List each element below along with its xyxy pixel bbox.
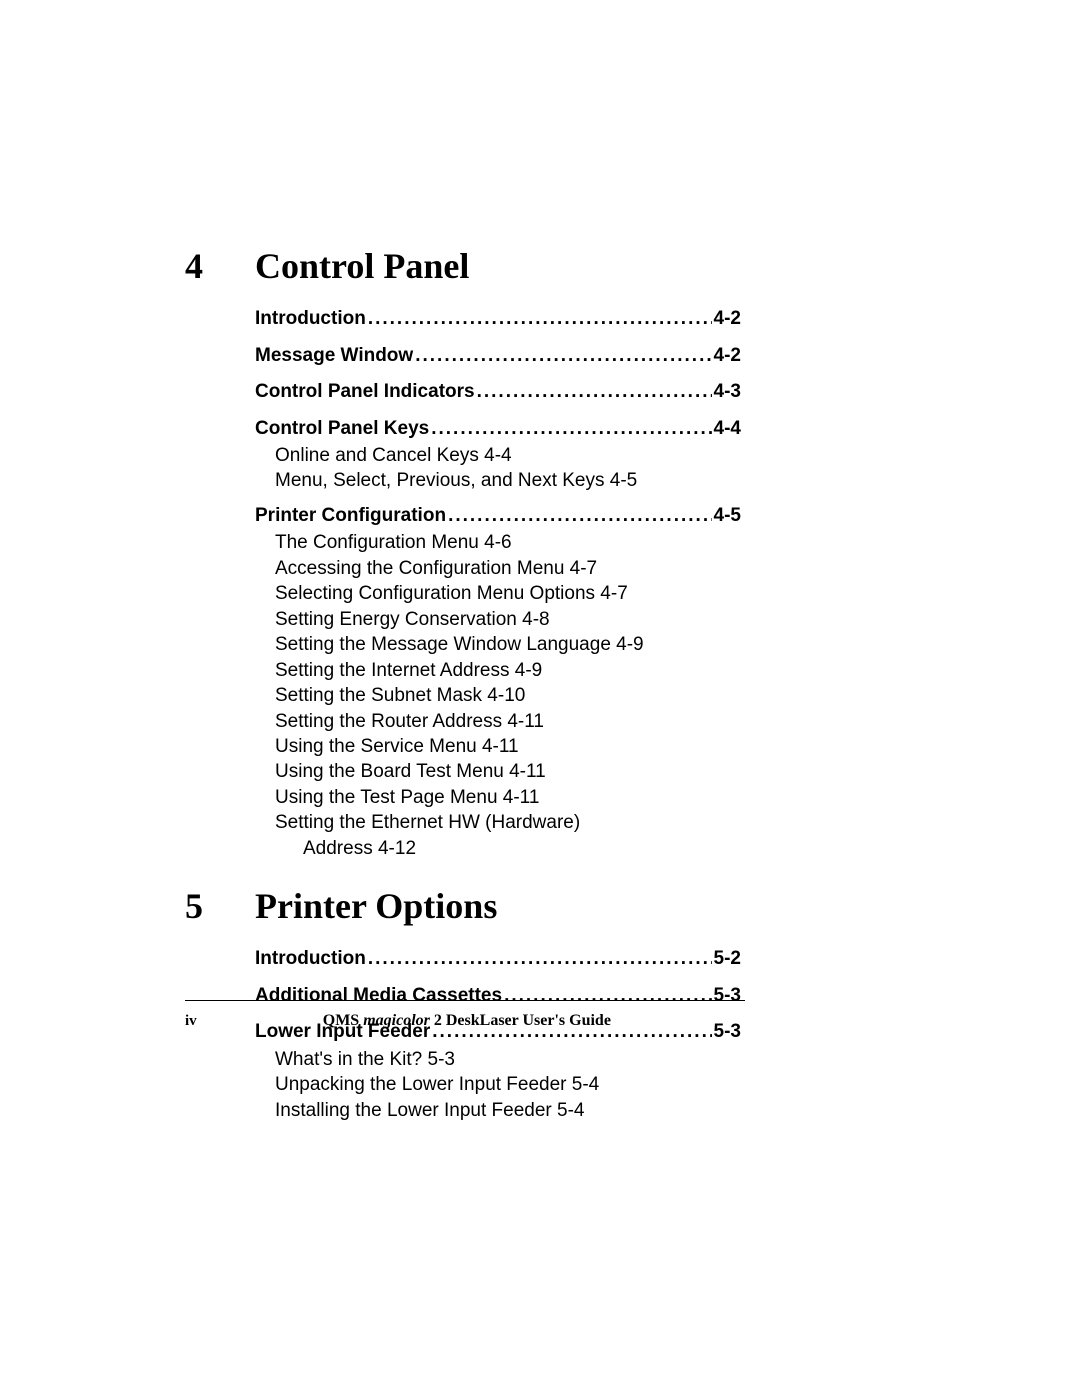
toc-section-label: Control Panel Keys (255, 415, 429, 444)
toc-section: Control Panel Indicators 4-3 (255, 378, 741, 407)
toc-section-label: Additional Media Cassettes (255, 982, 502, 1011)
toc-section-row: Printer Configuration 4-5 (255, 502, 741, 531)
toc-leader (429, 415, 711, 444)
chapter: 4Control PanelIntroduction 4-2Message Wi… (185, 245, 745, 861)
toc-subitems: What's in the Kit? 5-3Unpacking the Lowe… (275, 1047, 741, 1123)
toc-subitem: Setting the Router Address 4-11 (275, 709, 741, 734)
footer-title-prefix: QMS (323, 1012, 363, 1029)
toc-section: Introduction 5-2 (255, 945, 741, 974)
toc-subitems: The Configuration Menu 4-6Accessing the … (275, 530, 741, 861)
toc-subitem: Menu, Select, Previous, and Next Keys 4-… (275, 468, 741, 493)
toc-section-row: Message Window 4-2 (255, 342, 741, 371)
toc-leader (366, 305, 712, 334)
toc-section: Introduction 4-2 (255, 305, 741, 334)
chapter-number: 5 (185, 885, 255, 927)
chapter-number: 4 (185, 245, 255, 287)
toc-subitem: Unpacking the Lower Input Feeder 5-4 (275, 1072, 741, 1097)
toc-subitems: Online and Cancel Keys 4-4Menu, Select, … (275, 443, 741, 494)
toc-subitem: Online and Cancel Keys 4-4 (275, 443, 741, 468)
footer-title: QMS magicolor 2 DeskLaser User's Guide (209, 1012, 725, 1030)
toc-subitem: Installing the Lower Input Feeder 5-4 (275, 1098, 741, 1123)
toc-section-row: Control Panel Indicators 4-3 (255, 378, 741, 407)
page: 4Control PanelIntroduction 4-2Message Wi… (0, 0, 1080, 1397)
footer: iv QMS magicolor 2 DeskLaser User's Guid… (185, 1012, 745, 1030)
toc-subitem: Using the Service Menu 4-11 (275, 734, 741, 759)
toc-subitem: Using the Board Test Menu 4-11 (275, 759, 741, 784)
footer-rule (185, 1000, 745, 1001)
toc-section-label: Message Window (255, 342, 413, 371)
footer-title-italic: magicolor (363, 1012, 430, 1029)
toc-section-page: 5-3 (712, 982, 741, 1011)
chapter: 5Printer Options Introduction 5-2 Addition… (185, 885, 745, 1123)
chapter-entries: Introduction 4-2Message Window 4-2Contro… (255, 305, 741, 861)
toc-section-label: Introduction (255, 305, 366, 334)
toc-subitem-continuation: Address 4-12 (303, 836, 741, 861)
toc-section: Printer Configuration 4-5The Configurati… (255, 502, 741, 861)
toc-subitem: Setting the Subnet Mask 4-10 (275, 683, 741, 708)
toc-section-page: 4-3 (712, 378, 741, 407)
toc-leader (446, 502, 711, 531)
toc-subitem: Selecting Configuration Menu Options 4-7 (275, 581, 741, 606)
toc-section-page: 4-2 (712, 305, 741, 334)
chapter-title: Control Panel (255, 245, 469, 287)
toc-subitem: Setting the Ethernet HW (Hardware) (275, 810, 741, 835)
chapter-title: Printer Options (255, 885, 497, 927)
footer-title-rest: 2 DeskLaser User's Guide (430, 1012, 611, 1029)
toc-section-label: Control Panel Indicators (255, 378, 475, 407)
chapter-heading: 5Printer Options (185, 885, 745, 927)
toc-section-row: Introduction 5-2 (255, 945, 741, 974)
chapter-entries: Introduction 5-2 Additional Media Cassett… (255, 945, 741, 1123)
toc-section-page: 4-5 (712, 502, 741, 531)
toc-subitem: The Configuration Menu 4-6 (275, 530, 741, 555)
toc-subitem: Setting Energy Conservation 4-8 (275, 607, 741, 632)
toc-section-row: Introduction 4-2 (255, 305, 741, 334)
toc-subitem: What's in the Kit? 5-3 (275, 1047, 741, 1072)
toc-section-row: Control Panel Keys 4-4 (255, 415, 741, 444)
footer-page-number: iv (185, 1013, 197, 1030)
toc-section: Message Window 4-2 (255, 342, 741, 371)
chapter-heading: 4Control Panel (185, 245, 745, 287)
toc-section-label: Printer Configuration (255, 502, 446, 531)
toc-leader (475, 378, 712, 407)
toc-section-label: Introduction (255, 945, 366, 974)
toc-leader (366, 945, 712, 974)
toc-subitem: Setting the Internet Address 4-9 (275, 658, 741, 683)
toc-section: Additional Media Cassettes 5-3 (255, 982, 741, 1011)
toc-subitem: Using the Test Page Menu 4-11 (275, 785, 741, 810)
toc-subitem: Accessing the Configuration Menu 4-7 (275, 556, 741, 581)
toc-section-row: Additional Media Cassettes 5-3 (255, 982, 741, 1011)
toc-section-page: 5-2 (712, 945, 741, 974)
toc-section: Lower Input Feeder 5-3What's in the Kit?… (255, 1018, 741, 1123)
toc-section-page: 4-2 (712, 342, 741, 371)
toc-leader (413, 342, 711, 371)
toc-section-page: 4-4 (712, 415, 741, 444)
toc-subitem: Setting the Message Window Language 4-9 (275, 632, 741, 657)
toc-leader (502, 982, 711, 1011)
toc-section: Control Panel Keys 4-4Online and Cancel … (255, 415, 741, 494)
